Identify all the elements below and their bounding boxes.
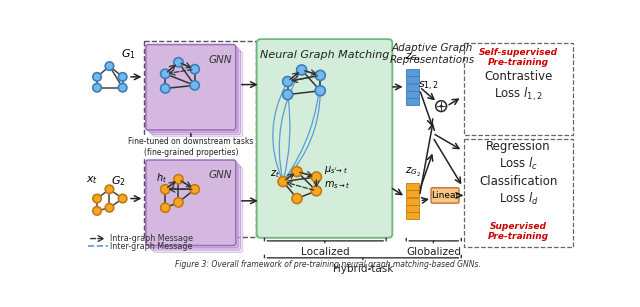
Text: GNN: GNN [209, 170, 232, 180]
Circle shape [105, 204, 114, 212]
Text: $z_{G_1}$: $z_{G_1}$ [404, 52, 420, 65]
Circle shape [161, 185, 170, 194]
Text: $h_t$: $h_t$ [156, 171, 167, 185]
FancyBboxPatch shape [148, 47, 238, 132]
Circle shape [296, 65, 307, 75]
Text: Inter-graph Message: Inter-graph Message [110, 242, 193, 251]
Circle shape [190, 64, 199, 74]
FancyBboxPatch shape [465, 43, 573, 135]
Circle shape [174, 58, 183, 67]
Text: Adaptive Graph
Representations: Adaptive Graph Representations [390, 43, 475, 64]
FancyBboxPatch shape [146, 45, 236, 130]
Circle shape [436, 101, 447, 111]
Bar [406, 84, 419, 91]
Circle shape [190, 81, 199, 90]
Circle shape [93, 73, 101, 81]
Circle shape [174, 198, 183, 207]
Bar [406, 198, 419, 205]
Circle shape [316, 86, 325, 96]
Text: Supervised
Pre-training: Supervised Pre-training [488, 222, 549, 241]
Text: $x_t$: $x_t$ [86, 174, 98, 186]
Bar [406, 205, 419, 212]
FancyBboxPatch shape [153, 52, 243, 137]
Text: $m_{s\rightarrow t}$: $m_{s\rightarrow t}$ [324, 179, 351, 191]
Bar [406, 212, 419, 219]
Text: $z_t$: $z_t$ [270, 168, 280, 180]
Text: Hybrid-task: Hybrid-task [333, 264, 393, 274]
FancyBboxPatch shape [150, 49, 241, 135]
Circle shape [311, 172, 321, 182]
Circle shape [118, 194, 127, 203]
Text: Contrastive
Loss $l_{1,2}$: Contrastive Loss $l_{1,2}$ [484, 71, 553, 103]
FancyBboxPatch shape [431, 188, 459, 203]
Text: $s_{1,2}$: $s_{1,2}$ [419, 80, 439, 93]
Circle shape [292, 167, 302, 177]
Text: $G_1$: $G_1$ [122, 48, 136, 61]
FancyBboxPatch shape [150, 165, 241, 250]
Circle shape [311, 186, 321, 196]
Text: $\mu_{s^\prime\!\rightarrow t}$: $\mu_{s^\prime\!\rightarrow t}$ [324, 164, 348, 176]
Circle shape [190, 185, 199, 194]
Text: Regression
Loss $l_c$: Regression Loss $l_c$ [486, 140, 551, 172]
Circle shape [283, 76, 292, 87]
Bar [406, 190, 419, 197]
Circle shape [278, 177, 288, 187]
Circle shape [105, 185, 114, 193]
Text: $G_2$: $G_2$ [111, 174, 126, 188]
Circle shape [161, 203, 170, 212]
FancyBboxPatch shape [257, 39, 392, 238]
Bar [406, 69, 419, 76]
Bar [406, 91, 419, 98]
Text: Globalized: Globalized [406, 247, 461, 257]
Circle shape [93, 194, 101, 203]
Text: Self-supervised
Pre-training: Self-supervised Pre-training [479, 48, 558, 67]
Circle shape [105, 62, 114, 70]
Circle shape [93, 207, 101, 215]
FancyBboxPatch shape [146, 160, 236, 246]
FancyBboxPatch shape [465, 139, 573, 247]
Bar [406, 76, 419, 84]
FancyBboxPatch shape [153, 167, 243, 252]
Text: GNN: GNN [209, 55, 232, 64]
Circle shape [118, 73, 127, 81]
Circle shape [292, 193, 302, 204]
Text: Linear: Linear [431, 191, 459, 200]
Text: Figure 3: Overall framework of pre-training neural graph matching-based GNNs.: Figure 3: Overall framework of pre-train… [175, 260, 481, 269]
Text: Classification
Loss $l_d$: Classification Loss $l_d$ [479, 175, 558, 207]
Circle shape [161, 69, 170, 78]
Circle shape [174, 175, 183, 184]
Circle shape [440, 105, 442, 107]
Circle shape [161, 84, 170, 93]
Bar [406, 183, 419, 190]
FancyBboxPatch shape [148, 162, 238, 248]
Text: Intra-graph Message: Intra-graph Message [110, 234, 193, 243]
Text: Neural Graph Matching: Neural Graph Matching [260, 50, 389, 60]
Text: $z_{G_2}$: $z_{G_2}$ [404, 166, 420, 179]
Circle shape [118, 84, 127, 92]
Bar [406, 99, 419, 105]
Text: Localized: Localized [301, 247, 349, 257]
Circle shape [93, 84, 101, 92]
Circle shape [283, 90, 292, 99]
Circle shape [316, 70, 325, 80]
Text: Fine-tuned on downstream tasks
(fine-grained properties): Fine-tuned on downstream tasks (fine-gra… [128, 137, 253, 157]
